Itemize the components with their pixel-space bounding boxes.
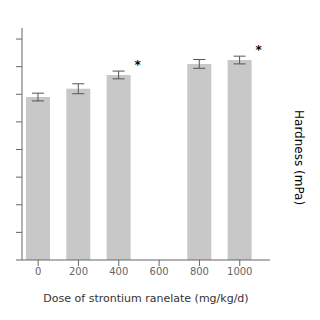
svg-text:Dose of strontium ranelate (mg: Dose of strontium ranelate (mg/kg/d) xyxy=(43,292,248,305)
svg-text:*: * xyxy=(256,43,263,57)
svg-text:400: 400 xyxy=(109,266,128,277)
svg-text:*: * xyxy=(135,58,142,72)
html-text:Hardness (mPa): Hardness (mPa) xyxy=(292,110,306,206)
svg-text:600: 600 xyxy=(150,266,169,277)
svg-text:0: 0 xyxy=(35,266,41,277)
svg-text:1000: 1000 xyxy=(227,266,252,277)
svg-text:200: 200 xyxy=(69,266,88,277)
svg-text:800: 800 xyxy=(190,266,209,277)
